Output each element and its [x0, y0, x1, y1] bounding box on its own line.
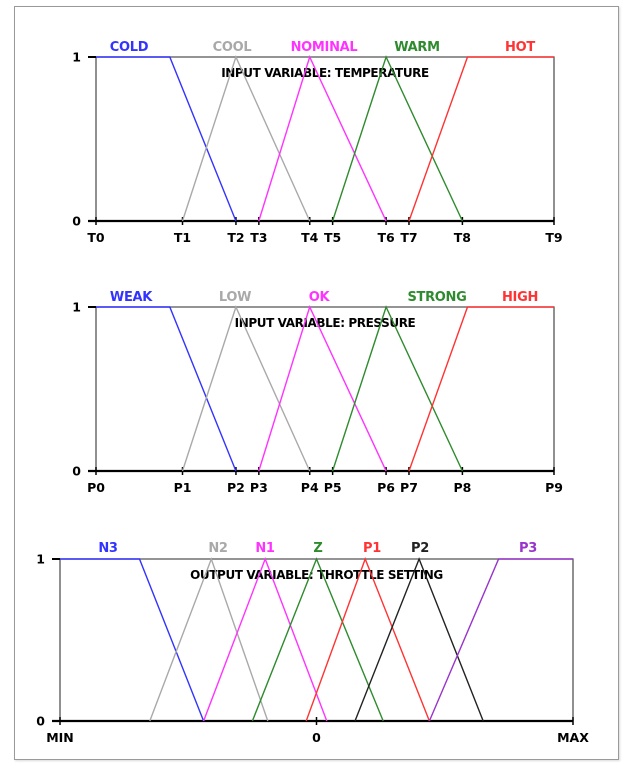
- series-line-weak: [96, 306, 237, 472]
- legend-label-warm: WARM: [394, 40, 440, 55]
- legend-label-cool: COOL: [213, 40, 252, 55]
- series-line-high: [408, 306, 554, 472]
- plot-frame: [59, 558, 574, 721]
- x-tick-label-2: P2: [227, 480, 245, 495]
- chart-title: OUTPUT VARIABLE: THROTTLE SETTING: [190, 568, 443, 582]
- series-line-cool: [181, 55, 311, 222]
- legend-label-hot: HOT: [505, 40, 535, 55]
- series-line-p1: [305, 557, 431, 722]
- legend-label-nominal: NOMINAL: [291, 40, 358, 55]
- series-line-p2: [354, 557, 484, 722]
- x-tick-label-2: MAX: [557, 730, 589, 745]
- series-line-warm: [331, 55, 464, 222]
- plot-frame: [95, 56, 555, 221]
- series-line-n1: [202, 557, 328, 722]
- legend-label-n1: N1: [255, 541, 275, 556]
- series-line-cold: [96, 56, 237, 222]
- x-tick-label-7: P7: [400, 480, 418, 495]
- legend-label-cold: COLD: [110, 40, 149, 55]
- legend-label-strong: STRONG: [407, 290, 466, 305]
- x-tick-label-3: T3: [250, 230, 267, 245]
- chart-1: INPUT VARIABLE: TEMPERATURE 0 1 T0 T1 T2 T3 T4 T…: [72, 40, 562, 245]
- membership-function-charts: INPUT VARIABLE: TEMPERATURE 0 1 T0 T1 T2 T3 T4 T…: [36, 40, 589, 745]
- x-tick-label-9: T9: [545, 230, 562, 245]
- x-tick-label-9: P9: [545, 480, 563, 495]
- x-tick-label-0: P0: [87, 480, 105, 495]
- y-tick-label-1: 1: [36, 552, 45, 567]
- x-tick-label-8: T8: [454, 230, 471, 245]
- x-tick-label-0: MIN: [46, 730, 74, 745]
- series-line-hot: [408, 56, 554, 222]
- legend-label-z: Z: [313, 541, 322, 556]
- chart-title: INPUT VARIABLE: PRESSURE: [235, 316, 416, 330]
- series-line-low: [181, 305, 311, 472]
- x-tick-label-1: 0: [312, 730, 321, 745]
- series-line-n2: [149, 556, 269, 722]
- x-tick-label-8: P8: [453, 480, 471, 495]
- x-tick-label-4: P4: [301, 480, 319, 495]
- x-tick-label-2: T2: [227, 230, 244, 245]
- legend-label-p3: P3: [519, 541, 537, 556]
- series-line-n3: [60, 558, 205, 722]
- chart-title: INPUT VARIABLE: TEMPERATURE: [221, 66, 429, 80]
- series-line-p3: [428, 558, 573, 722]
- legend-label-p2: P2: [411, 541, 429, 556]
- x-tick-label-3: P3: [250, 480, 268, 495]
- x-tick-label-5: P5: [324, 480, 342, 495]
- chart-2: INPUT VARIABLE: PRESSURE 0 1 P0 P1 P2 P3 P4 P5 P6…: [72, 290, 563, 495]
- x-tick-label-7: T7: [400, 230, 417, 245]
- legend-label-n2: N2: [208, 541, 227, 556]
- y-tick-label-0: 0: [36, 714, 45, 729]
- y-tick-label-1: 1: [72, 300, 81, 315]
- x-tick-label-6: P6: [377, 480, 395, 495]
- y-tick-label-0: 0: [72, 214, 81, 229]
- y-tick-label-1: 1: [72, 50, 81, 65]
- series-line-nominal: [258, 55, 387, 222]
- series-line-strong: [331, 305, 464, 472]
- legend-label-p1: P1: [363, 541, 381, 556]
- y-tick-label-0: 0: [72, 464, 81, 479]
- series-line-z: [251, 557, 384, 722]
- plot-frame: [95, 306, 555, 471]
- x-tick-label-5: T5: [324, 230, 341, 245]
- x-tick-label-1: P1: [174, 480, 192, 495]
- x-tick-label-0: T0: [87, 230, 105, 245]
- legend-label-low: LOW: [219, 290, 251, 305]
- x-tick-label-6: T6: [377, 230, 395, 245]
- legend-label-high: HIGH: [502, 290, 538, 305]
- figure-frame: INPUT VARIABLE: TEMPERATURE 0 1 T0 T1 T2 T3 T4 T…: [14, 6, 619, 760]
- series-line-ok: [258, 305, 387, 472]
- legend-label-n3: N3: [98, 541, 118, 556]
- legend-label-weak: WEAK: [110, 290, 153, 305]
- x-tick-label-1: T1: [174, 230, 191, 245]
- x-tick-label-4: T4: [301, 230, 319, 245]
- legend-label-ok: OK: [309, 290, 331, 305]
